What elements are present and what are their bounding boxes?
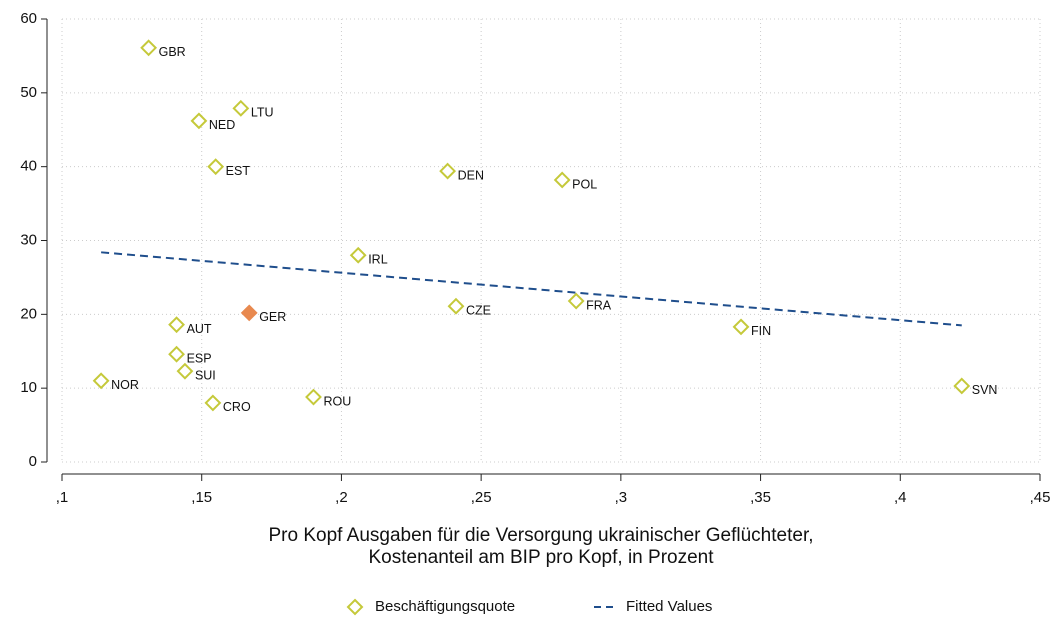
point-label: FIN (751, 324, 771, 338)
x-tick-label: ,3 (615, 489, 628, 506)
point-label: IRL (368, 253, 388, 267)
point (168, 316, 185, 334)
point-label: NED (209, 118, 235, 132)
point (305, 388, 322, 406)
x-tick-label: ,1 (56, 489, 69, 506)
point-label: EST (226, 164, 251, 178)
y-tick-label: 20 (20, 305, 37, 322)
point (176, 362, 194, 380)
point (207, 158, 225, 176)
point-label: ESP (187, 352, 212, 366)
point-label: GER (259, 310, 286, 324)
x-tick-label: ,2 (335, 489, 348, 506)
y-tick-label: 10 (20, 379, 37, 396)
point-label: GBR (159, 45, 186, 59)
point-label: AUT (187, 322, 212, 336)
legend-swatch (346, 598, 364, 616)
point (349, 246, 367, 264)
point-label: FRA (586, 298, 612, 312)
point-label: SVN (972, 383, 998, 397)
x-tick-label: ,45 (1030, 489, 1051, 506)
point (140, 39, 158, 57)
legend-label: Fitted Values (626, 598, 712, 615)
point (92, 372, 110, 390)
point (232, 99, 250, 117)
point-label: ROU (323, 394, 351, 408)
x-tick-label: ,35 (750, 489, 771, 506)
fit-line (101, 251, 962, 327)
y-tick-label: 60 (20, 10, 37, 27)
x-tick-label: ,4 (894, 489, 907, 506)
point (553, 171, 571, 189)
x-tick-label: ,15 (191, 489, 212, 506)
x-axis-title: Kostenanteil am BIP pro Kopf, in Prozent (368, 547, 714, 568)
point (732, 318, 750, 336)
y-tick-label: 50 (20, 84, 37, 101)
y-tick-label: 0 (29, 453, 37, 470)
point (240, 304, 258, 322)
point (567, 292, 585, 310)
point-label: SUI (195, 368, 216, 382)
point (447, 297, 465, 315)
x-axis-title: Pro Kopf Ausgaben für die Versorgung ukr… (269, 525, 814, 546)
point-label: DEN (458, 168, 484, 182)
point-label: NOR (111, 378, 139, 392)
point (168, 345, 185, 363)
point-label: CRO (223, 400, 251, 414)
point-label: CZE (466, 304, 491, 318)
legend-label: Beschäftigungsquote (375, 598, 515, 615)
y-tick-label: 40 (20, 158, 37, 175)
x-tick-label: ,25 (471, 489, 492, 506)
point (439, 162, 457, 180)
point (953, 377, 971, 395)
point (204, 394, 222, 412)
point-label: LTU (251, 106, 274, 120)
point-label: POL (572, 177, 597, 191)
point (190, 112, 208, 130)
y-tick-label: 30 (20, 231, 37, 248)
